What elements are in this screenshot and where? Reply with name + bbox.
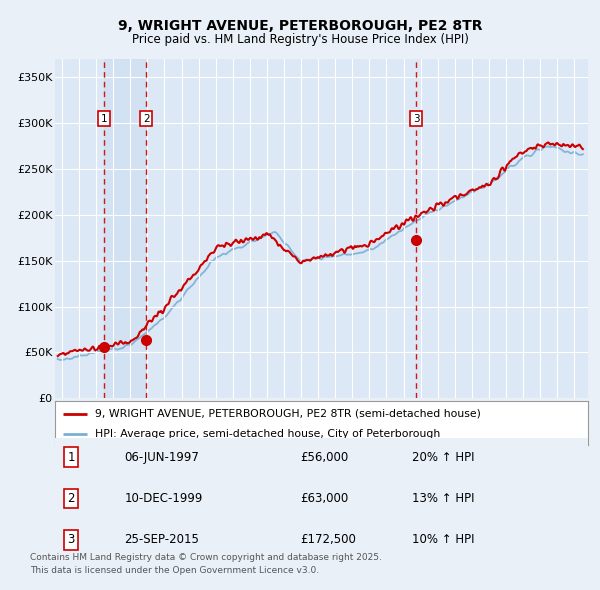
Bar: [104, 59, 146, 398]
Text: 13% ↑ HPI: 13% ↑ HPI: [412, 492, 475, 505]
Text: 2: 2: [67, 492, 75, 505]
Text: 1: 1: [67, 451, 75, 464]
Text: Contains HM Land Registry data © Crown copyright and database right 2025.
This d: Contains HM Land Registry data © Crown c…: [30, 553, 382, 575]
Text: 3: 3: [413, 114, 419, 123]
Text: 3: 3: [67, 533, 75, 546]
Text: £56,000: £56,000: [300, 451, 349, 464]
Text: 06-JUN-1997: 06-JUN-1997: [124, 451, 199, 464]
Text: HPI: Average price, semi-detached house, City of Peterborough: HPI: Average price, semi-detached house,…: [95, 430, 440, 440]
Text: 10% ↑ HPI: 10% ↑ HPI: [412, 533, 475, 546]
Text: 1: 1: [100, 114, 107, 123]
Text: 10-DEC-1999: 10-DEC-1999: [124, 492, 203, 505]
Text: Price paid vs. HM Land Registry's House Price Index (HPI): Price paid vs. HM Land Registry's House …: [131, 33, 469, 46]
Text: £172,500: £172,500: [300, 533, 356, 546]
Text: 2: 2: [143, 114, 150, 123]
Text: 20% ↑ HPI: 20% ↑ HPI: [412, 451, 475, 464]
Text: £63,000: £63,000: [300, 492, 349, 505]
Text: 9, WRIGHT AVENUE, PETERBOROUGH, PE2 8TR: 9, WRIGHT AVENUE, PETERBOROUGH, PE2 8TR: [118, 19, 482, 33]
Text: 9, WRIGHT AVENUE, PETERBOROUGH, PE2 8TR (semi-detached house): 9, WRIGHT AVENUE, PETERBOROUGH, PE2 8TR …: [95, 409, 481, 418]
Text: 25-SEP-2015: 25-SEP-2015: [124, 533, 199, 546]
